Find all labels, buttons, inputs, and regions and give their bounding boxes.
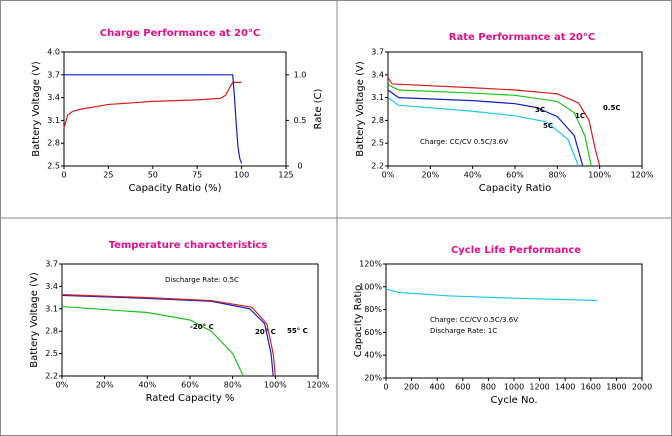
x-tick-label: 200 xyxy=(404,383,419,392)
line-series xyxy=(64,74,243,164)
annotation: Discharge Rate: 1C xyxy=(430,327,497,335)
chart-title: Charge Performance at 20°C xyxy=(100,28,261,39)
x-tick-label: 100 xyxy=(234,171,249,180)
x-axis-label: Capacity Ratio xyxy=(479,183,552,194)
x-tick-label: 20% xyxy=(96,381,114,390)
x-tick-label: 40% xyxy=(464,171,482,180)
x-tick-label: 2000 xyxy=(632,383,652,392)
x-axis-label: Capacity Ratio (%) xyxy=(128,183,221,194)
y-tick-label: 2.8 xyxy=(45,327,58,336)
y2-tick-label: 1.0 xyxy=(294,70,307,79)
x-tick-label: 400 xyxy=(430,383,445,392)
annotation: Charge: CC/CV 0.5C/3.6V xyxy=(430,316,518,324)
y-tick-label: 120% xyxy=(359,260,382,269)
y-tick-label: 3.4 xyxy=(47,93,60,102)
x-tick-label: 1600 xyxy=(581,383,601,392)
y-tick-label: 2.8 xyxy=(371,116,384,125)
x-tick-label: 60% xyxy=(181,381,199,390)
x-tick-label: 1200 xyxy=(529,383,549,392)
series-label: 55° C xyxy=(287,327,308,335)
line-series xyxy=(387,77,601,167)
line-series xyxy=(61,294,276,377)
x-tick-label: 25 xyxy=(103,171,113,180)
y-axis-label: Battery Voltage (V) xyxy=(355,61,366,157)
x-tick-label: 20% xyxy=(421,171,439,180)
x-axis-label: Rated Capacity % xyxy=(146,393,235,404)
y-tick-label: 3.4 xyxy=(371,70,384,79)
x-tick-label: 0% xyxy=(382,171,395,180)
y-axis-label: Battery Voltage (V) xyxy=(31,61,42,157)
line-series xyxy=(63,81,242,129)
x-tick-label: 75 xyxy=(192,171,202,180)
x-tick-label: 80% xyxy=(548,171,566,180)
line-series xyxy=(61,305,244,377)
annotation: Charge: CC/CV 0.5C/3.6V xyxy=(420,138,508,146)
x-tick-label: 80% xyxy=(224,381,242,390)
y-tick-label: 3.1 xyxy=(371,93,384,102)
y-tick-label: 2.2 xyxy=(45,372,58,381)
y-axis-label: Battery Voltage (V) xyxy=(29,272,40,368)
y-tick-label: 3.1 xyxy=(45,304,58,313)
y-tick-label: 40% xyxy=(364,351,382,360)
y-tick-label: 3.4 xyxy=(45,282,58,291)
x-tick-label: 0 xyxy=(383,383,388,392)
y-tick-label: 2.5 xyxy=(371,139,384,148)
y-tick-label: 2.5 xyxy=(45,349,58,358)
y-tick-label: 2.2 xyxy=(371,162,384,171)
y-tick-label: 3.7 xyxy=(45,260,58,269)
y2-axis-label: Rate (C) xyxy=(313,88,324,129)
x-tick-label: 100% xyxy=(264,381,287,390)
line-series xyxy=(387,89,584,167)
x-tick-label: 800 xyxy=(481,383,496,392)
plot-frame xyxy=(63,51,287,167)
x-tick-label: 0 xyxy=(61,171,66,180)
chart-title: Temperature characteristics xyxy=(109,240,268,251)
y2-tick-label: 0 xyxy=(297,162,302,171)
x-tick-label: 50 xyxy=(148,171,158,180)
x-tick-label: 1800 xyxy=(606,383,626,392)
x-tick-label: 1400 xyxy=(555,383,575,392)
line-series xyxy=(61,294,274,377)
y-tick-label: 2.8 xyxy=(47,139,60,148)
series-label: 3C xyxy=(535,106,545,114)
y-tick-label: 20% xyxy=(364,374,382,383)
series-label: 0.5C xyxy=(603,104,621,112)
y-tick-label: 3.7 xyxy=(47,70,60,79)
series-label: -20° C xyxy=(190,323,214,331)
x-tick-label: 120% xyxy=(631,171,654,180)
y-tick-label: 4.0 xyxy=(47,48,60,57)
series-label: 20° C xyxy=(255,328,276,336)
x-tick-label: 125 xyxy=(278,171,293,180)
y-tick-label: 2.5 xyxy=(47,162,60,171)
line-series xyxy=(387,97,580,167)
x-tick-label: 60% xyxy=(506,171,524,180)
y-tick-label: 60% xyxy=(364,328,382,337)
x-tick-label: 600 xyxy=(455,383,470,392)
x-axis-label: Cycle No. xyxy=(490,395,537,406)
y-axis-label: Capacity Ratio xyxy=(353,285,364,358)
line-series xyxy=(385,288,598,302)
y2-tick-label: 0.5 xyxy=(294,116,307,125)
y-tick-label: 80% xyxy=(364,305,382,314)
y-tick-label: 100% xyxy=(359,282,382,291)
chart-title: Rate Performance at 20°C xyxy=(449,32,595,43)
y-tick-label: 3.1 xyxy=(47,116,60,125)
series-label: 1C xyxy=(575,112,585,120)
y-tick-label: 3.7 xyxy=(371,48,384,57)
x-tick-label: 100% xyxy=(588,171,611,180)
line-series xyxy=(387,84,592,167)
series-label: 5C xyxy=(543,122,553,130)
chart-title: Cycle Life Performance xyxy=(451,245,581,256)
x-tick-label: 120% xyxy=(307,381,330,390)
x-tick-label: 40% xyxy=(138,381,156,390)
x-tick-label: 0% xyxy=(56,381,69,390)
annotation: Discharge Rate: 0.5C xyxy=(165,276,239,284)
x-tick-label: 1000 xyxy=(504,383,524,392)
